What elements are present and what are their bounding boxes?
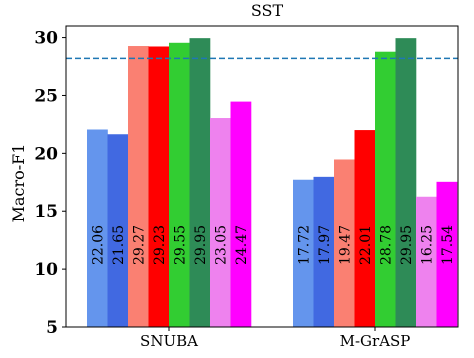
bar-value-label: 19.47 — [337, 225, 353, 265]
bar-snuba-5 — [169, 42, 190, 328]
y-tick-label: 25 — [34, 86, 58, 106]
bar-value-label: 22.06 — [90, 225, 106, 265]
y-tick-label: 20 — [34, 144, 58, 164]
y-tick-label: 15 — [34, 202, 58, 222]
x-tick-label: SNUBA — [140, 332, 198, 350]
chart-title: SST — [251, 1, 284, 20]
bar-value-label: 22.01 — [358, 225, 374, 265]
y-axis-ticks: 5 10 15 20 25 30 — [34, 29, 66, 338]
bar-value-label: 29.27 — [131, 225, 147, 265]
bar-m-grasp-4 — [354, 130, 376, 327]
bar-value-label: 17.97 — [317, 225, 333, 265]
y-tick-label: 30 — [34, 29, 58, 49]
bar-value-label: 24.47 — [234, 225, 250, 265]
bar-m-grasp-2 — [313, 176, 335, 327]
y-tick-label: 5 — [46, 318, 58, 338]
x-tick-label: M-GrASP — [340, 332, 411, 350]
bar-value-label: 29.23 — [152, 225, 168, 265]
bar-value-label: 21.65 — [111, 225, 127, 265]
y-axis-label: Macro-F1 — [9, 144, 28, 223]
bar-value-label: 29.95 — [399, 225, 415, 265]
bar-m-grasp-7 — [416, 196, 437, 327]
bar-m-grasp-3 — [334, 159, 355, 327]
plot-frame — [65, 25, 459, 328]
x-axis-ticks: SNUBA M-GrASP — [140, 327, 410, 350]
bar-snuba-3 — [128, 46, 149, 327]
bar-value-label: 16.25 — [419, 225, 435, 265]
bar-snuba-7 — [210, 118, 231, 328]
bar-m-grasp-5 — [375, 51, 396, 327]
bar-value-label: 29.95 — [193, 225, 209, 265]
bar-value-label: 28.78 — [378, 225, 394, 265]
bar-snuba-8 — [230, 101, 252, 327]
bar-value-label: 17.72 — [296, 225, 312, 265]
y-tick-label: 10 — [34, 260, 58, 280]
bar-value-label: 17.54 — [440, 225, 456, 265]
bar-snuba-1 — [87, 129, 108, 327]
bar-snuba-4 — [148, 46, 170, 328]
bar-value-label: 29.55 — [172, 225, 188, 265]
bar-m-grasp-1 — [293, 179, 314, 327]
bar-m-grasp-6 — [395, 38, 417, 328]
bar-value-label: 23.05 — [213, 225, 229, 265]
bar-m-grasp-8 — [436, 181, 458, 327]
bars-group — [87, 38, 458, 328]
bar-snuba-6 — [189, 38, 211, 328]
bar-snuba-2 — [107, 134, 129, 327]
bar-labels-group: 22.06 21.65 29.27 29.23 29.55 29.95 23.05 24.47… — [90, 225, 456, 265]
